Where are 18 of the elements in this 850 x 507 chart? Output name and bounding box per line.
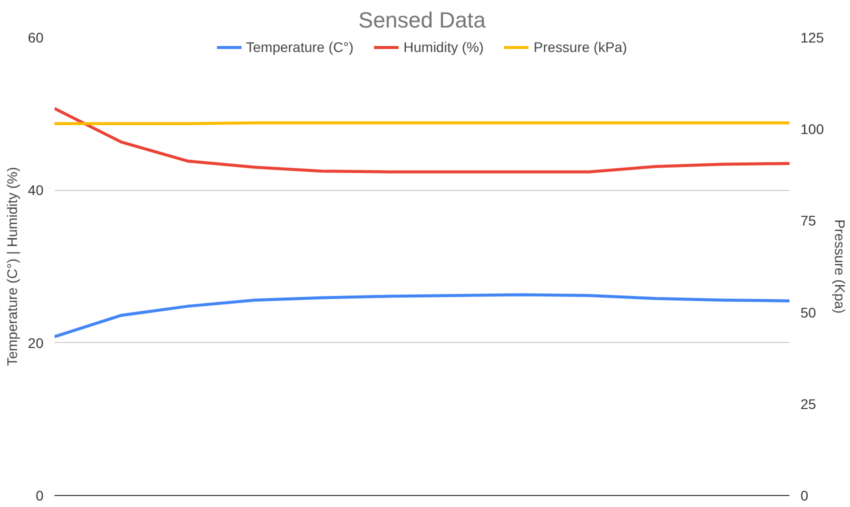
y-tick-label: 60 (28, 30, 44, 46)
y-axis-title: Temperature (C°) | Humidity (%) (4, 166, 20, 366)
y-tick-label: 20 (28, 334, 44, 351)
y-tick-label: 0 (36, 488, 44, 504)
y-tick-label: 40 (28, 182, 44, 198)
chart-title: Sensed Data (358, 8, 486, 32)
legend-label: Temperature (C°) (246, 39, 354, 55)
y2-tick-label: 25 (800, 396, 816, 412)
y2-axis-title: Pressure (Kpa) (832, 219, 848, 314)
y2-tick-label: 50 (800, 304, 816, 320)
y2-tick-label: 125 (800, 30, 824, 46)
y2-tick-label: 100 (800, 121, 824, 138)
legend-label: Pressure (kPa) (534, 39, 627, 55)
line-series (54, 106, 790, 174)
y2-tick-label: 0 (800, 488, 808, 504)
line-series (54, 293, 790, 338)
y2-tick-label: 75 (800, 212, 816, 229)
legend-label: Humidity (%) (404, 39, 484, 55)
